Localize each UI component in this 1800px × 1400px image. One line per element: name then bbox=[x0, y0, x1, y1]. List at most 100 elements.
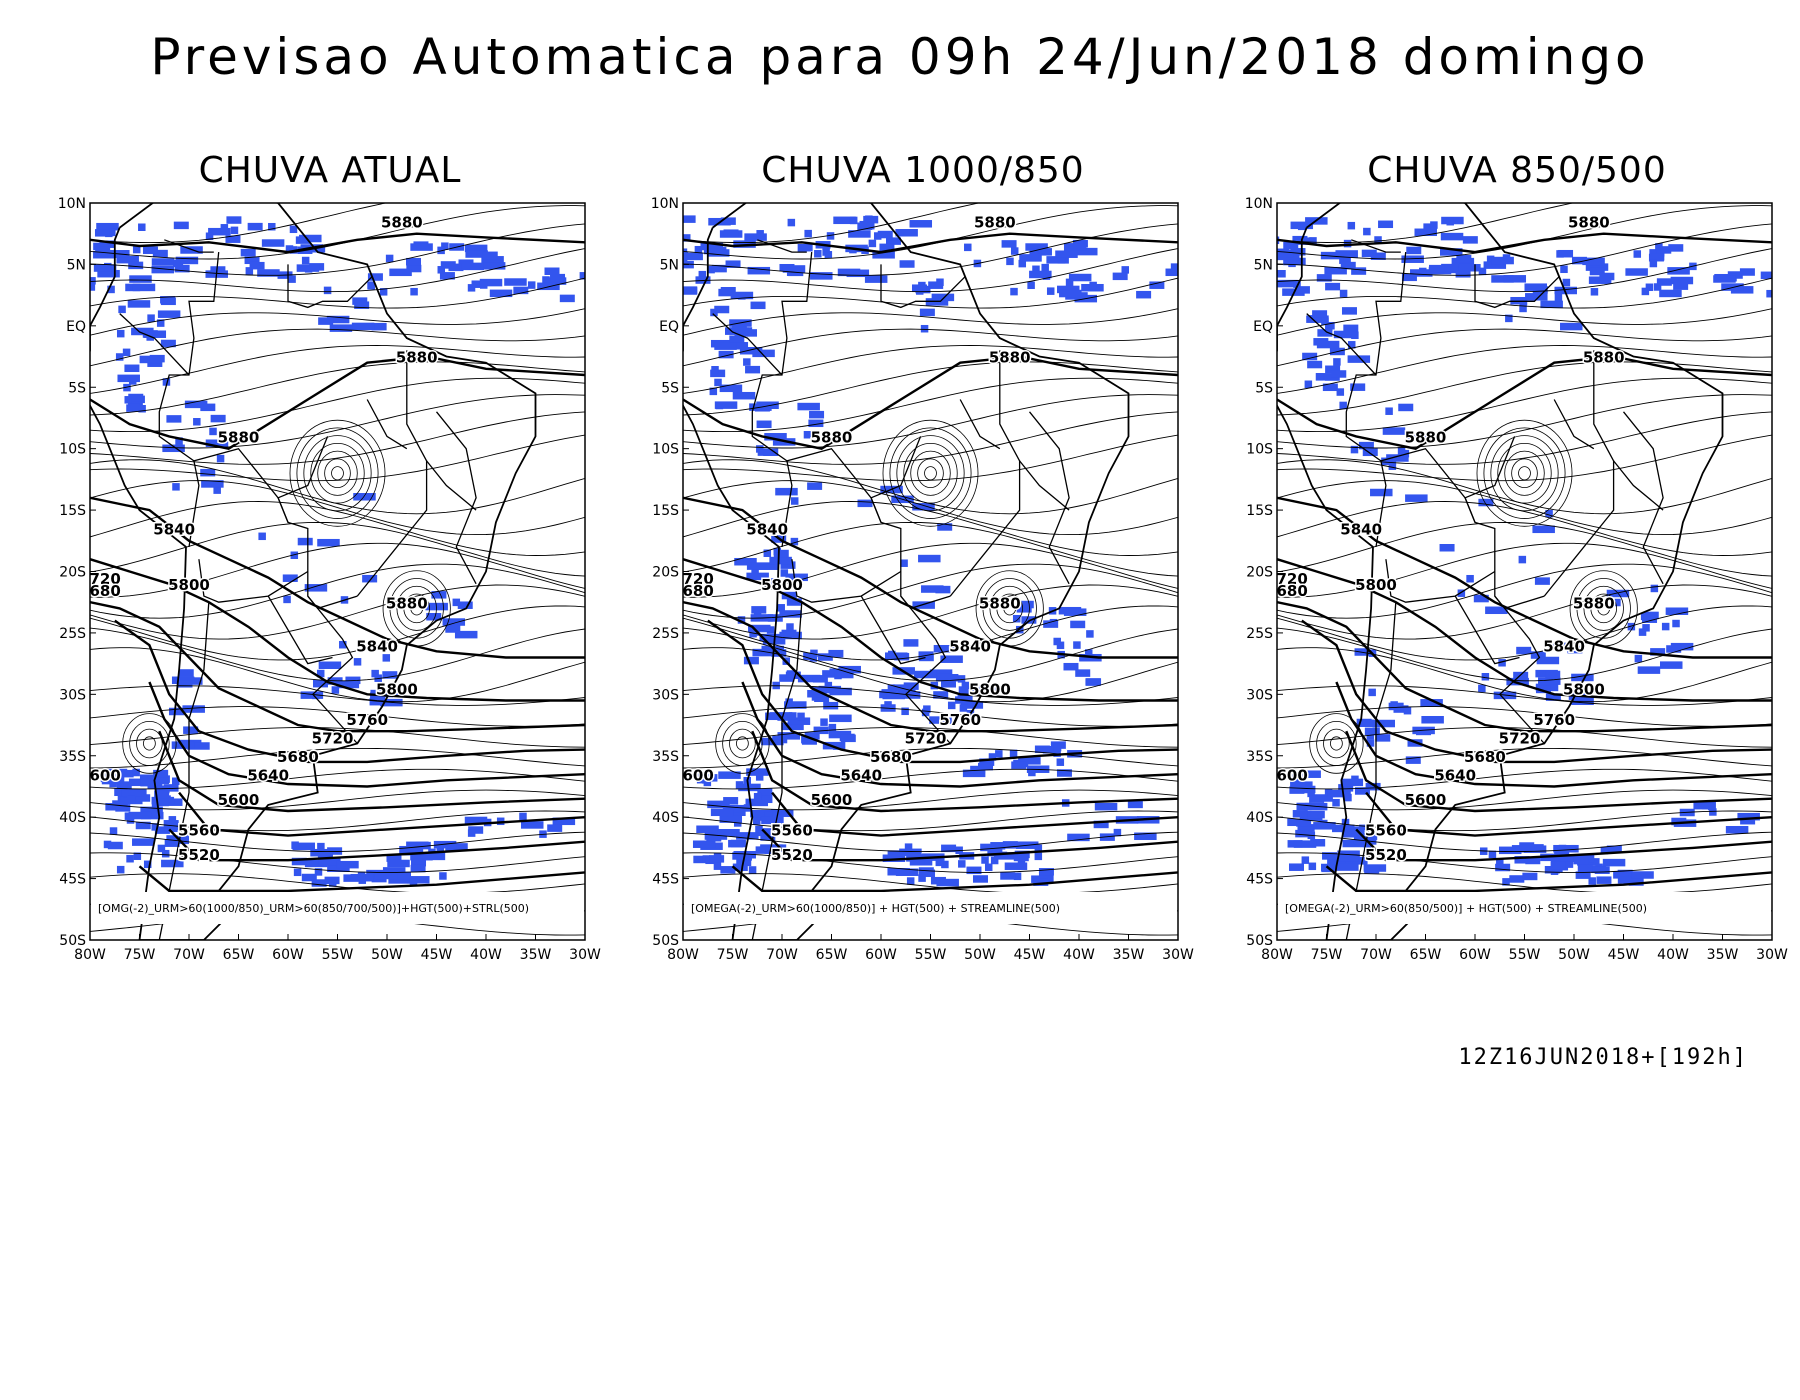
rain-cell bbox=[1354, 787, 1370, 795]
contour-line bbox=[1335, 681, 1772, 788]
streamline bbox=[90, 377, 585, 433]
rain-cell bbox=[1316, 274, 1332, 282]
contour-line bbox=[148, 681, 585, 788]
contour-label: 5840 bbox=[1543, 637, 1585, 655]
rain-cell bbox=[711, 366, 719, 374]
rain-cell bbox=[187, 742, 210, 750]
rain-cell bbox=[812, 675, 828, 683]
rain-cell bbox=[753, 817, 761, 825]
rain-cell bbox=[1027, 281, 1035, 290]
rain-cell bbox=[1458, 263, 1481, 272]
rain-cell bbox=[132, 245, 141, 254]
streamline bbox=[683, 521, 1178, 577]
contour-label: 5880 bbox=[1583, 349, 1625, 367]
contour-line bbox=[1345, 730, 1772, 813]
rain-cell bbox=[1333, 358, 1341, 366]
rain-cell bbox=[1713, 275, 1736, 283]
rain-cell bbox=[1364, 727, 1380, 736]
rain-cell bbox=[683, 255, 688, 264]
rain-cell bbox=[737, 616, 746, 624]
rain-cell bbox=[1320, 251, 1344, 260]
rain-cell bbox=[1347, 341, 1356, 349]
run-info: 12Z16JUN2018+[192h] bbox=[1458, 1045, 1748, 1070]
rain-cell bbox=[127, 794, 151, 802]
circulation-ring bbox=[317, 450, 358, 496]
lon-label: 70W bbox=[1360, 947, 1392, 963]
country-border bbox=[1622, 411, 1664, 585]
rain-cell bbox=[1296, 819, 1312, 827]
rain-cell bbox=[1000, 872, 1016, 880]
rain-cell bbox=[879, 690, 887, 699]
streamline bbox=[683, 308, 1178, 336]
rain-cell bbox=[752, 349, 775, 358]
rain-cell bbox=[764, 811, 773, 819]
rain-cell bbox=[1032, 265, 1040, 274]
rain-cell bbox=[1053, 743, 1062, 752]
contour-label: 5760 bbox=[346, 711, 388, 729]
rain-cell bbox=[118, 769, 134, 778]
rain-cell bbox=[1455, 270, 1471, 278]
contour-label: 5680 bbox=[1464, 748, 1506, 766]
contour-label: 5880 bbox=[979, 594, 1021, 612]
rain-cell bbox=[164, 824, 180, 833]
rain-cell bbox=[1602, 858, 1626, 867]
rain-cell bbox=[129, 275, 152, 283]
rain-cell bbox=[909, 220, 933, 228]
rain-cell bbox=[1519, 304, 1527, 313]
rain-cell bbox=[1309, 237, 1317, 245]
contour-label: 5600 bbox=[811, 791, 853, 809]
rain-cell bbox=[1339, 401, 1347, 410]
rain-cell bbox=[683, 286, 698, 294]
streamline bbox=[683, 542, 1178, 598]
rain-cell bbox=[738, 292, 746, 300]
rain-cell bbox=[1534, 577, 1550, 585]
rain-cell bbox=[410, 287, 418, 296]
rain-cell bbox=[958, 860, 966, 868]
rain-cell bbox=[707, 800, 730, 809]
lat-label: 40S bbox=[59, 810, 86, 826]
contour-label: 5600 bbox=[1266, 766, 1308, 784]
rain-cell bbox=[779, 631, 802, 640]
circulation-ring bbox=[324, 458, 351, 489]
rain-cell bbox=[374, 871, 398, 880]
streamline bbox=[683, 627, 1178, 682]
rain-cell bbox=[109, 827, 118, 835]
rain-cell bbox=[1018, 757, 1041, 765]
streamline bbox=[683, 248, 1178, 293]
rain-cell bbox=[1486, 255, 1495, 264]
circulation-ring bbox=[1583, 585, 1624, 631]
rain-cell bbox=[1518, 555, 1527, 564]
contour-line bbox=[1277, 601, 1772, 733]
rain-cell bbox=[213, 486, 221, 494]
rain-cell bbox=[743, 358, 751, 366]
rain-cell bbox=[918, 554, 941, 563]
caption-band bbox=[684, 892, 1177, 924]
rain-cell bbox=[261, 239, 285, 247]
rain-cell bbox=[810, 272, 833, 280]
rain-cell bbox=[1324, 266, 1347, 275]
lat-label: 30S bbox=[652, 687, 679, 703]
lon-label: 65W bbox=[223, 947, 255, 963]
rain-cell bbox=[1359, 824, 1367, 833]
lon-label: 80W bbox=[667, 947, 699, 963]
circulation-ring bbox=[289, 419, 386, 527]
country-border bbox=[1494, 595, 1545, 610]
rain-cell bbox=[1358, 719, 1374, 727]
contour-label: 5840 bbox=[949, 637, 991, 655]
rain-cell bbox=[941, 860, 949, 869]
rain-cell bbox=[1286, 249, 1294, 258]
rain-cell bbox=[1343, 324, 1359, 333]
rain-cell bbox=[1631, 871, 1654, 879]
rain-cell bbox=[781, 722, 804, 731]
rain-cell bbox=[1523, 845, 1547, 853]
rain-cell bbox=[115, 353, 124, 361]
rain-cell bbox=[323, 286, 332, 295]
rain-cell bbox=[312, 679, 328, 688]
map-panel-chuva-1000-850: CHUVA 1000/850 5880 5880 5880 5880 5840 5840 5… bbox=[633, 140, 1213, 1040]
circulation-ring bbox=[136, 728, 163, 759]
rain-cell bbox=[1554, 293, 1563, 302]
lon-label: 60W bbox=[865, 947, 897, 963]
circulation-ring bbox=[736, 736, 749, 751]
streamline bbox=[683, 685, 1178, 706]
rain-cell bbox=[513, 286, 529, 295]
